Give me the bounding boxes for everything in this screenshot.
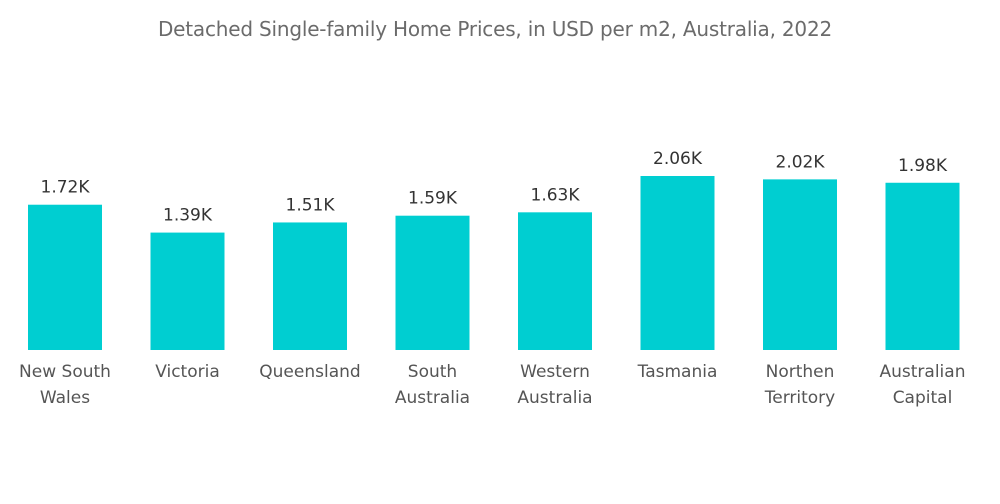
data-label-5: 2.06K	[653, 149, 703, 169]
category-label-1: Victoria	[155, 362, 220, 382]
data-label-6: 2.02K	[776, 152, 826, 172]
bar-5	[640, 176, 715, 350]
chart-title: Detached Single-family Home Prices, in U…	[157, 17, 833, 41]
data-label-0: 1.72K	[41, 178, 91, 198]
category-label-7: Australian Capital	[880, 362, 966, 408]
category-label-4: Western Australia	[517, 362, 592, 408]
data-label-4: 1.63K	[531, 185, 581, 205]
data-label-2: 1.51K	[286, 195, 336, 215]
bar-2	[273, 222, 347, 350]
category-label-5: Tasmania	[637, 362, 718, 382]
data-label-1: 1.39K	[163, 206, 213, 226]
category-label-0: New South Wales	[19, 362, 111, 408]
category-label-3: South Australia	[395, 362, 470, 408]
bar-1	[150, 232, 225, 350]
bar-0	[28, 204, 102, 350]
bar-6	[763, 179, 837, 350]
category-label-6: Northen Territory	[764, 362, 835, 408]
category-label-2: Queensland	[259, 362, 360, 382]
data-label-3: 1.59K	[408, 189, 458, 209]
bar-3	[395, 215, 470, 350]
bar-7	[885, 182, 960, 350]
data-label-7: 1.98K	[898, 156, 948, 176]
bar-4	[518, 212, 592, 350]
